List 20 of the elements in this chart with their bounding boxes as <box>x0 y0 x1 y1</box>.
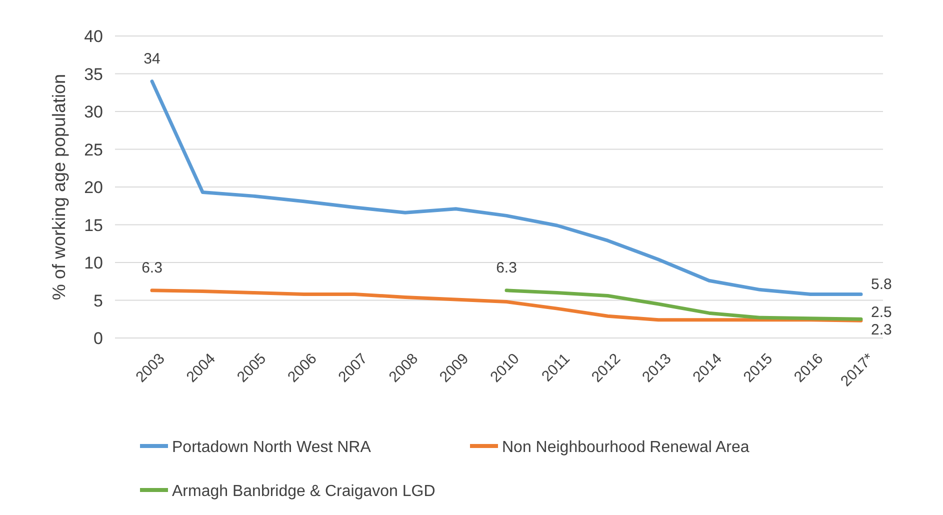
y-tick-label: 20 <box>84 178 103 197</box>
y-axis-title: % of working age population <box>49 74 69 300</box>
data-label: 34 <box>144 50 160 68</box>
data-label: 6.3 <box>496 259 517 276</box>
y-tick-label: 10 <box>84 254 103 272</box>
line-series <box>504 288 863 321</box>
legend-label: Portadown North West NRA <box>172 439 372 456</box>
y-tick-label: 15 <box>84 216 103 235</box>
y-tick-label: 30 <box>84 102 103 122</box>
y-tick-label: 0 <box>94 329 103 348</box>
legend-label: Non Neighbourhood Renewal Area <box>502 439 750 456</box>
legend-label: Armagh Banbridge & Craigavon LGD <box>172 483 436 500</box>
data-label: 2.3 <box>871 322 892 339</box>
data-label: 2.5 <box>871 304 892 322</box>
y-tick-label: 5 <box>94 291 103 310</box>
y-tick-label: 25 <box>84 140 103 160</box>
y-tick-label: 40 <box>84 27 103 46</box>
data-label: 5.8 <box>871 276 892 294</box>
data-label: 6.3 <box>142 259 162 276</box>
y-tick-label: 35 <box>84 64 103 84</box>
